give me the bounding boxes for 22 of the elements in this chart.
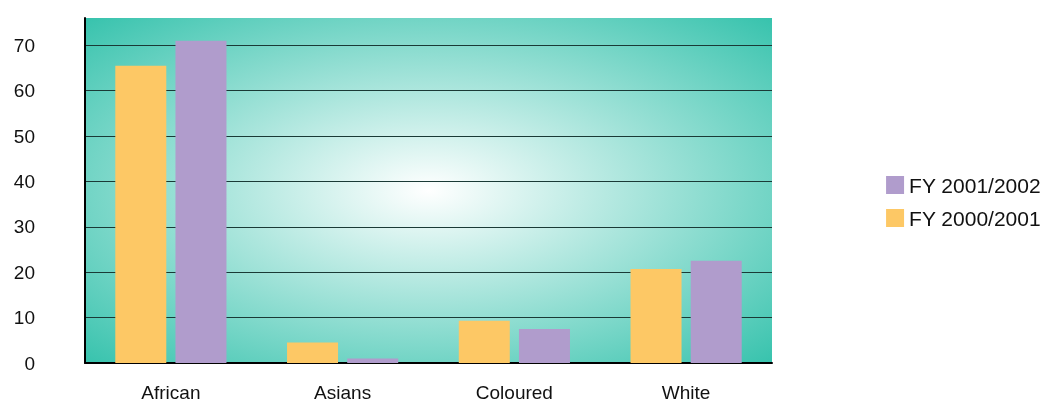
x-tick-label: African — [141, 382, 201, 403]
y-tick-label: 0 — [24, 352, 35, 374]
y-tick-label: 70 — [13, 34, 35, 56]
y-tick-label: 60 — [13, 80, 35, 102]
bar — [690, 260, 742, 363]
bar — [458, 320, 510, 363]
y-tick-label: 40 — [13, 170, 35, 192]
legend-label: FY 2001/2002 — [909, 173, 1041, 197]
bar — [630, 269, 682, 363]
bar — [175, 40, 227, 363]
x-tick-label: White — [661, 382, 711, 403]
x-tick-label: Coloured — [475, 382, 553, 403]
x-tick-label: Asians — [314, 382, 372, 403]
legend-label: FY 2000/2001 — [909, 206, 1041, 230]
bar — [287, 342, 339, 363]
y-tick-label: 50 — [13, 125, 35, 147]
bar — [115, 65, 167, 363]
bar — [518, 328, 570, 363]
y-tick-label: 20 — [13, 261, 35, 283]
y-tick-label: 30 — [13, 216, 35, 238]
y-tick-label: 10 — [13, 307, 35, 329]
bar — [347, 358, 399, 363]
